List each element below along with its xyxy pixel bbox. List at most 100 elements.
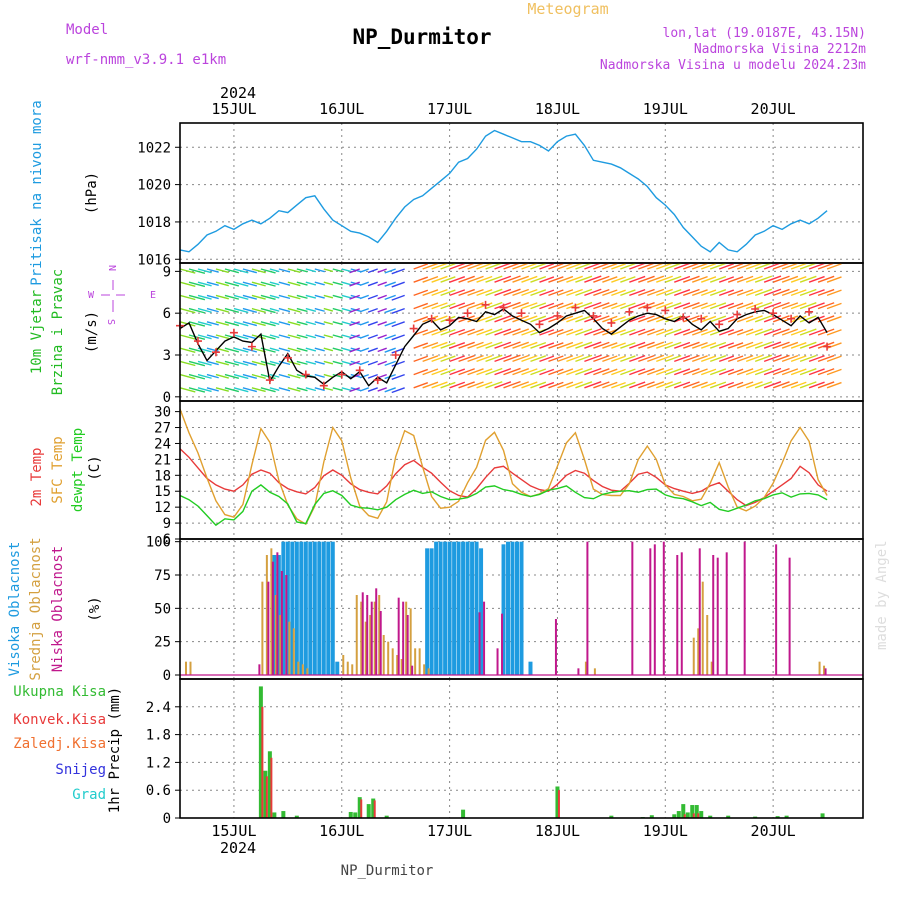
total-bar xyxy=(690,805,695,818)
wind-arrow xyxy=(384,347,396,353)
wind-arrow xyxy=(781,341,799,349)
wind-arrow xyxy=(790,381,807,389)
high-bar xyxy=(501,544,506,675)
conv-bar xyxy=(360,799,363,818)
wind-arrow xyxy=(413,289,429,297)
bottom-date-label: 18JUL xyxy=(535,822,580,840)
wind-arrow xyxy=(503,288,521,297)
axis-label: SFC Temp xyxy=(50,436,66,503)
wind-arrow xyxy=(593,368,610,376)
wind-arrow xyxy=(449,289,466,297)
wind-arrow xyxy=(503,367,521,376)
wind-arrow xyxy=(665,354,682,363)
mid-bar xyxy=(184,661,187,675)
wind-arrow xyxy=(763,315,782,323)
wind-arrow xyxy=(772,288,790,297)
wind-arrow xyxy=(384,360,396,367)
wind-arrow xyxy=(341,334,353,339)
wind-arrow xyxy=(431,288,448,297)
wind-arrow xyxy=(458,302,475,310)
axis-label: Pritisak na nivou mora xyxy=(29,100,45,285)
wind-arrow xyxy=(718,329,735,336)
wind-arrow xyxy=(718,302,735,310)
wind-arrow xyxy=(269,360,280,365)
wind-arrow xyxy=(242,307,257,314)
wind-arrow xyxy=(377,321,387,326)
wind-arrow xyxy=(242,360,257,366)
wind-arrow xyxy=(512,381,529,389)
wind-arrow xyxy=(638,381,655,389)
top-year-label: 2024 xyxy=(220,84,256,102)
wind-arrow xyxy=(384,387,396,393)
wind-arrow xyxy=(674,341,691,349)
wind-arrow xyxy=(242,387,257,393)
wind-arrow xyxy=(692,381,708,389)
wind-arrow xyxy=(413,315,429,323)
wind-arrow xyxy=(391,281,405,288)
low-bar xyxy=(496,648,499,675)
wind-arrow xyxy=(817,275,835,283)
wind-arrow xyxy=(763,381,782,389)
high-bar xyxy=(272,555,277,675)
low-bar xyxy=(379,611,382,675)
wind-arrow xyxy=(709,341,727,349)
low-bar xyxy=(788,557,791,675)
wind-arrow xyxy=(683,262,700,270)
wind-arrow xyxy=(323,334,334,339)
high-bar xyxy=(294,541,299,675)
wind-arrow xyxy=(512,315,529,323)
wind-arrow xyxy=(629,302,646,310)
y-tick-label: 100 xyxy=(146,535,171,551)
wind-arrow xyxy=(314,373,325,378)
wind-arrow xyxy=(215,321,229,326)
gust-marker xyxy=(787,314,796,323)
wind-arrow xyxy=(593,328,610,336)
wind-arrow xyxy=(467,328,484,336)
wind-arrow xyxy=(242,281,257,287)
total-bar xyxy=(357,797,362,818)
wind-arrow xyxy=(251,307,266,313)
wind-arrow xyxy=(611,381,626,389)
mid-bar xyxy=(405,601,408,675)
bottom-year-label: 2024 xyxy=(220,839,256,857)
wind-arrow xyxy=(458,275,475,283)
gust-marker xyxy=(553,311,562,320)
wind-arrow xyxy=(197,307,212,313)
wind-arrow xyxy=(656,288,673,297)
wind-arrow xyxy=(367,281,378,287)
wind-arrow xyxy=(790,342,807,349)
wind-arrow xyxy=(772,341,790,349)
wind-arrow xyxy=(494,328,512,336)
bottom-date-label: 19JUL xyxy=(643,822,688,840)
y-tick-label: 1022 xyxy=(137,140,171,156)
wind-arrow xyxy=(575,367,593,376)
wind-arrow xyxy=(413,368,429,376)
conv-bar xyxy=(265,776,268,818)
low-bar xyxy=(402,601,405,675)
wind-arrow xyxy=(727,328,744,336)
wind-arrow xyxy=(718,263,735,270)
wind-arrow xyxy=(799,262,817,270)
wind-arrow xyxy=(566,381,583,389)
wind-arrow xyxy=(736,381,754,389)
wind-arrow xyxy=(620,262,636,270)
wind-arrow xyxy=(548,342,564,349)
wind-arrow xyxy=(557,341,574,349)
wind-arrow xyxy=(566,315,583,323)
conv-bar xyxy=(270,757,273,818)
wind-arrow xyxy=(197,373,212,379)
footer-title: NP_Durmitor xyxy=(341,863,434,879)
wind-arrow xyxy=(305,347,317,352)
high-bar xyxy=(465,541,470,675)
high-bar xyxy=(299,541,304,675)
wind-arrow xyxy=(314,268,325,273)
wind-arrow xyxy=(287,268,301,274)
wind-arrow xyxy=(179,387,196,393)
wind-arrow xyxy=(233,281,249,287)
axis-label: Niska Oblacnost xyxy=(50,546,66,672)
wind-arrow xyxy=(620,302,636,310)
mid-bar xyxy=(351,664,354,675)
low-bar xyxy=(406,615,409,675)
wind-arrow xyxy=(530,289,547,297)
bottom-date-label: 16JUL xyxy=(319,822,364,840)
